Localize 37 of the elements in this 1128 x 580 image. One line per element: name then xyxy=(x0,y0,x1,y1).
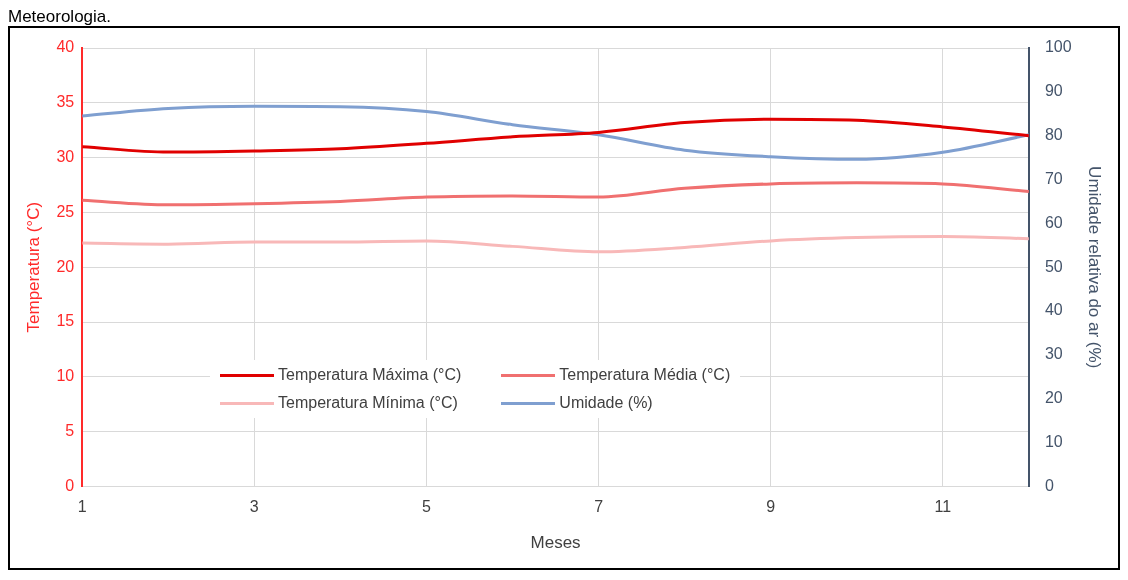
y2-tick-label: 40 xyxy=(1044,301,1063,319)
y2-tick-label: 20 xyxy=(1044,389,1063,407)
y-tick-label: 15 xyxy=(56,312,75,330)
x-tick-label: 11 xyxy=(934,498,952,516)
x-axis-title: Meses xyxy=(530,533,581,553)
y2-tick-label: 30 xyxy=(1044,345,1063,363)
line-series xyxy=(82,235,1029,254)
y2-tick-label: 10 xyxy=(1044,432,1063,450)
y-tick-label: 25 xyxy=(56,202,75,220)
line-series xyxy=(82,181,1029,207)
y-tick-label: 35 xyxy=(56,93,75,111)
y2-tick-label: 70 xyxy=(1044,169,1063,187)
y-tick-label: 20 xyxy=(56,257,75,275)
y2-tick-label: 90 xyxy=(1044,82,1063,100)
legend-label: Temperatura Máxima (°C) xyxy=(278,366,462,384)
y-tick-label: 5 xyxy=(65,422,75,440)
y2-tick-label: 50 xyxy=(1044,257,1063,275)
legend-label: Temperatura Mínima (°C) xyxy=(278,394,458,412)
y2-axis-title: Umidade relativa do ar (%) xyxy=(1085,166,1105,369)
x-tick-label: 3 xyxy=(249,498,259,516)
text: Meteorologia. xyxy=(8,7,112,26)
y2-tick-label: 0 xyxy=(1044,476,1054,494)
legend-label: Umidade (%) xyxy=(559,394,653,412)
y-tick-label: 0 xyxy=(65,476,75,494)
x-tick-label: 7 xyxy=(594,498,604,516)
y-axis-title: Temperatura (°C) xyxy=(23,201,43,333)
y2-tick-label: 60 xyxy=(1044,213,1063,231)
y2-tick-label: 100 xyxy=(1044,38,1072,56)
legend-label: Temperatura Média (°C) xyxy=(559,366,731,384)
x-tick-label: 1 xyxy=(77,498,87,516)
y-tick-label: 40 xyxy=(56,38,75,56)
x-tick-label: 9 xyxy=(766,498,776,516)
y-tick-label: 30 xyxy=(56,148,75,166)
y2-tick-label: 80 xyxy=(1044,126,1063,144)
y-tick-label: 10 xyxy=(56,367,75,385)
x-tick-label: 5 xyxy=(422,498,431,516)
line-series xyxy=(82,117,1029,154)
